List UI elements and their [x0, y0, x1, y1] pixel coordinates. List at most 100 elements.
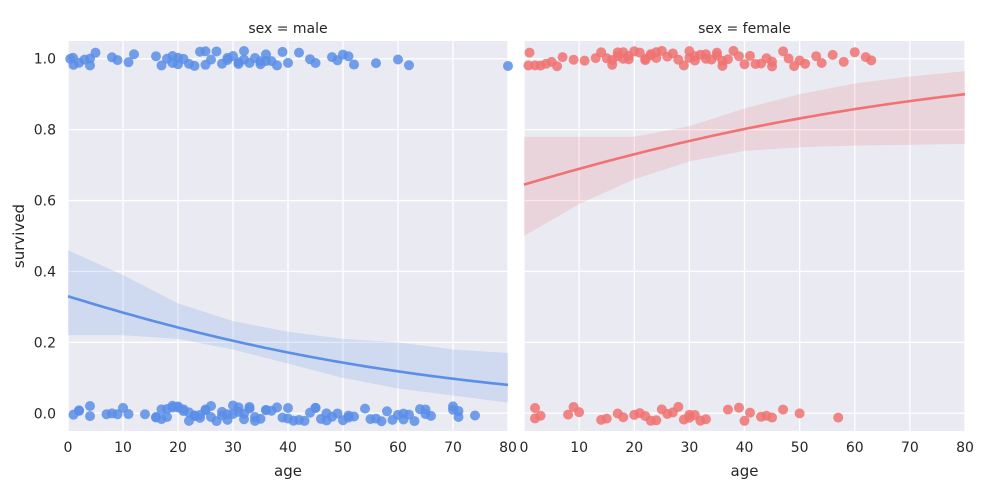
data-point [349, 59, 359, 70]
data-point [794, 408, 805, 419]
data-point [833, 412, 844, 423]
x-tick-label: 80 [956, 440, 974, 456]
data-point [579, 55, 590, 66]
data-point [530, 403, 541, 414]
data-point [866, 55, 877, 66]
data-point [849, 47, 860, 58]
data-point [349, 411, 359, 422]
data-point [206, 54, 216, 65]
data-point [426, 410, 436, 421]
data-point [310, 402, 321, 413]
data-point [800, 58, 811, 69]
x-tick-label: 60 [846, 440, 864, 456]
y-tick-label: 0.6 [34, 194, 56, 210]
data-point [151, 51, 161, 62]
x-tick-label: 0 [64, 440, 73, 456]
x-tick-label: 70 [444, 440, 462, 456]
data-point [700, 414, 711, 425]
data-point [470, 410, 480, 421]
data-point [783, 53, 794, 64]
data-point [299, 415, 310, 426]
data-point [85, 60, 95, 71]
data-point [811, 51, 822, 62]
y-tick-label: 1.0 [34, 52, 56, 68]
data-point [816, 57, 827, 68]
data-point [838, 56, 849, 67]
data-point [393, 54, 403, 65]
data-point [272, 402, 282, 413]
data-point [272, 60, 282, 71]
data-point [239, 45, 249, 56]
data-point [739, 415, 750, 426]
data-point [673, 401, 684, 412]
data-point [767, 412, 778, 423]
data-point [574, 407, 585, 418]
panel-male: 0 10 20 30 40 50 60 70 80 0.0 0.2 0.4 0.6 0.8 1.0 sex =… [10, 21, 517, 480]
x-tick-label: 10 [570, 440, 588, 456]
data-point [129, 49, 139, 60]
data-point [382, 406, 392, 417]
data-point [601, 413, 612, 424]
x-tick-label: 40 [736, 440, 754, 456]
x-tick-label: 80 [499, 440, 517, 456]
x-tick-label: 40 [279, 440, 297, 456]
data-point [651, 53, 662, 64]
data-point [85, 411, 95, 422]
x-tick-label: 10 [114, 440, 132, 456]
y-tick-label: 0.4 [34, 264, 56, 280]
data-point [722, 404, 733, 415]
data-point [85, 401, 95, 412]
y-axis-label: survived [10, 204, 28, 268]
data-point [733, 51, 744, 62]
data-point [453, 411, 464, 422]
data-point [552, 61, 563, 72]
data-point [90, 47, 101, 58]
data-point [123, 57, 134, 68]
data-point [651, 415, 662, 426]
data-point [618, 412, 629, 423]
data-point [733, 402, 744, 413]
y-tick-label: 0.2 [34, 335, 56, 351]
x-tick-label: 20 [169, 440, 187, 456]
data-point [283, 402, 293, 413]
data-point [767, 61, 778, 72]
data-point [745, 50, 756, 61]
regression-line [67, 295, 509, 387]
data-point [239, 414, 249, 425]
x-tick-label: 60 [389, 440, 407, 456]
x-tick-label: 50 [334, 440, 352, 456]
confidence-band [524, 71, 965, 237]
data-point [524, 47, 535, 58]
panel-title: sex = female [698, 21, 791, 37]
panel-title: sex = male [248, 21, 327, 37]
data-point [827, 49, 838, 60]
x-axis-label: age [731, 462, 759, 480]
data-point [244, 401, 255, 412]
data-point [189, 60, 200, 71]
data-point [310, 57, 321, 68]
data-point [255, 413, 266, 424]
data-point [409, 416, 420, 427]
data-point [343, 51, 354, 62]
data-point [623, 54, 634, 65]
data-point [722, 54, 733, 65]
x-tick-label: 0 [520, 440, 529, 456]
data-point [277, 46, 288, 57]
confidence-band [68, 250, 508, 403]
data-point [332, 408, 343, 419]
data-point [360, 403, 370, 414]
data-point [535, 410, 546, 421]
data-point [778, 404, 789, 415]
data-point [568, 54, 579, 65]
data-point [112, 55, 123, 66]
data-point [206, 400, 216, 411]
data-point [74, 405, 84, 416]
data-point [200, 46, 211, 57]
x-tick-label: 20 [625, 440, 643, 456]
data-point [503, 60, 513, 71]
data-point [294, 47, 304, 58]
data-point [745, 407, 756, 418]
data-point [557, 52, 568, 63]
